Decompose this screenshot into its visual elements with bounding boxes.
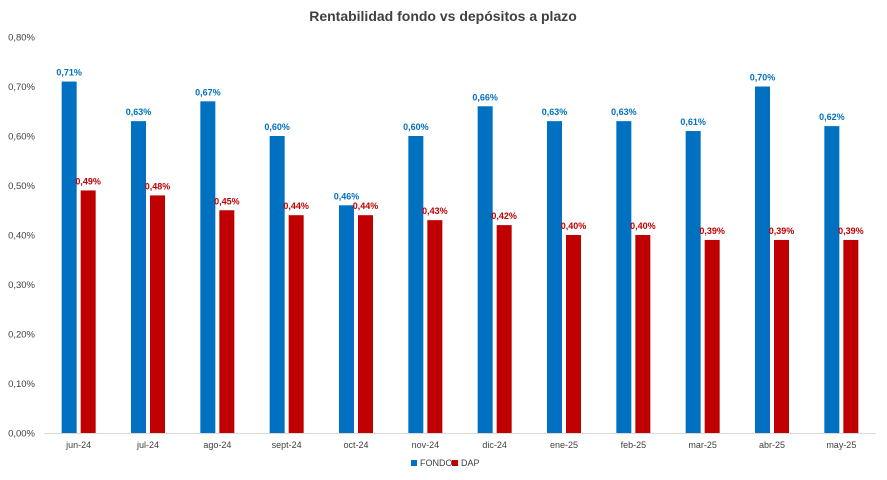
bar-fondo [131,121,146,434]
bar-dap [843,239,859,433]
data-label-dap: 0,39% [699,226,725,236]
x-tick-label: jul-24 [136,440,159,450]
bar-fondo [616,121,632,434]
x-tick-label: may-25 [826,440,856,450]
data-label-fondo: 0,61% [680,117,706,127]
data-label-dap: 0,44% [353,201,379,211]
y-tick-label: 0,00% [8,429,35,440]
bar-fondo [547,121,562,434]
x-tick-label: feb-25 [621,440,647,450]
legend-label-fondo: FONDO [420,458,453,468]
y-axis: 0,00% 0,10% 0,20% 0,30% 0,40% 0,50% 0,60% 0,70%… [8,33,35,440]
y-tick-label: 0,10% [8,379,35,390]
x-tick-label: ago-24 [203,440,231,450]
data-label-dap: 0,40% [630,221,656,231]
data-label-dap: 0,43% [422,206,448,216]
x-tick-label: dic-24 [482,440,507,450]
x-tick-label: sept-24 [272,440,302,450]
bar-fondo [824,126,840,433]
x-tick-label: nov-24 [412,440,440,450]
data-label-fondo: 0,71% [56,68,82,78]
x-tick-label: abr-25 [759,440,785,450]
bar-dap [704,239,720,433]
bars: 0,71% 0,49% 0,63% 0,48% 0,67% 0,45% 0,60% 0,44%… [56,68,864,434]
data-label-fondo: 0,63% [126,107,152,117]
data-label-dap: 0,49% [75,176,101,186]
data-label-dap: 0,42% [491,211,517,221]
bar-fondo [269,136,285,433]
y-tick-label: 0,40% [8,231,35,242]
y-tick-label: 0,60% [8,132,35,143]
data-label-dap: 0,45% [214,196,240,206]
data-label-fondo: 0,63% [611,107,637,117]
x-tick-label: ene-25 [550,440,578,450]
y-tick-label: 0,80% [8,33,35,44]
y-tick-label: 0,50% [8,181,35,192]
data-label-dap: 0,40% [561,221,587,231]
data-label-dap: 0,44% [283,201,309,211]
legend-label-dap: DAP [461,458,480,468]
data-label-fondo: 0,70% [750,73,776,83]
y-tick-label: 0,20% [8,330,35,341]
bar-dap [566,235,581,433]
x-tick-label: oct-24 [343,440,368,450]
data-label-fondo: 0,66% [472,92,498,102]
bar-dap [427,220,443,433]
bar-fondo [339,205,354,433]
bar-dap [288,215,304,433]
data-label-fondo: 0,63% [542,107,568,117]
y-tick-label: 0,30% [8,280,35,291]
x-tick-label: jun-24 [65,440,91,450]
bar-dap [219,210,235,433]
bar-dap [774,239,789,433]
bar-dap [150,195,165,433]
bar-fondo [477,106,493,434]
bar-fondo [408,136,424,433]
bar-dap [80,190,96,433]
chart-title: Rentabilidad fondo vs depósitos a plazo [309,8,577,24]
data-label-fondo: 0,60% [264,122,290,132]
data-label-fondo: 0,60% [403,122,429,132]
data-label-dap: 0,48% [145,181,171,191]
data-label-fondo: 0,46% [334,191,360,201]
legend: FONDO DAP [411,458,480,468]
bar-fondo [685,131,701,434]
data-label-fondo: 0,62% [819,112,845,122]
bar-dap [358,215,373,433]
bar-fondo [200,101,216,433]
y-tick-label: 0,70% [8,82,35,93]
data-label-fondo: 0,67% [195,87,221,97]
x-axis: jun-24 jul-24 ago-24 sept-24 oct-24 nov-24 dic… [44,433,876,450]
bar-fondo [755,86,770,433]
legend-swatch-fondo [411,460,417,466]
data-label-dap: 0,39% [838,226,864,236]
bar-fondo [61,81,77,434]
bar-dap [635,235,651,433]
legend-swatch-dap [452,460,458,466]
bar-dap [496,225,512,433]
x-tick-label: mar-25 [688,440,717,450]
data-label-dap: 0,39% [769,226,795,236]
